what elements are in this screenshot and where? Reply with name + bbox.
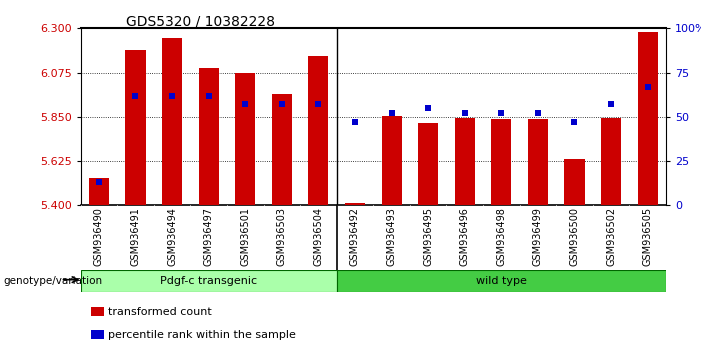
Bar [125, 50, 146, 205]
Point [166, 93, 177, 98]
Point [569, 119, 580, 125]
Point [496, 110, 507, 116]
Point [606, 102, 617, 107]
Bar [455, 118, 475, 205]
Text: GSM936505: GSM936505 [643, 207, 653, 267]
Bar [491, 119, 512, 205]
Bar [345, 203, 365, 205]
Text: percentile rank within the sample: percentile rank within the sample [108, 330, 296, 339]
Point [349, 119, 360, 125]
Text: GSM936500: GSM936500 [569, 207, 580, 266]
Bar [89, 178, 109, 205]
Text: wild type: wild type [476, 276, 526, 286]
Text: GSM936492: GSM936492 [350, 207, 360, 266]
Point [276, 102, 287, 107]
Text: GSM936498: GSM936498 [496, 207, 506, 266]
Text: GSM936491: GSM936491 [130, 207, 140, 266]
Point [203, 93, 215, 98]
Point [642, 84, 653, 90]
Point [313, 102, 324, 107]
Text: transformed count: transformed count [108, 307, 212, 316]
Bar [564, 159, 585, 205]
Text: GSM936496: GSM936496 [460, 207, 470, 266]
Point [93, 179, 104, 185]
Point [532, 110, 543, 116]
FancyBboxPatch shape [336, 270, 666, 292]
Text: GSM936503: GSM936503 [277, 207, 287, 266]
FancyBboxPatch shape [81, 270, 336, 292]
Text: GSM936501: GSM936501 [240, 207, 250, 266]
Text: GSM936502: GSM936502 [606, 207, 616, 267]
Text: Pdgf-c transgenic: Pdgf-c transgenic [160, 276, 257, 286]
Point [459, 110, 470, 116]
Bar [528, 119, 548, 205]
Text: genotype/variation: genotype/variation [4, 276, 102, 286]
Text: GSM936490: GSM936490 [94, 207, 104, 266]
Point [386, 110, 397, 116]
Bar [418, 123, 438, 205]
Text: GSM936493: GSM936493 [386, 207, 397, 266]
Bar [235, 73, 255, 205]
Bar [381, 116, 402, 205]
Text: GSM936497: GSM936497 [204, 207, 214, 266]
Bar [272, 94, 292, 205]
Text: GDS5320 / 10382228: GDS5320 / 10382228 [126, 14, 275, 28]
Bar [198, 68, 219, 205]
Bar [601, 118, 621, 205]
Point [130, 93, 141, 98]
Bar [638, 32, 658, 205]
Text: GSM936494: GSM936494 [167, 207, 177, 266]
Text: GSM936495: GSM936495 [423, 207, 433, 266]
Point [240, 102, 251, 107]
Bar [162, 38, 182, 205]
Text: GSM936504: GSM936504 [313, 207, 323, 266]
Point [423, 105, 434, 111]
Bar [308, 56, 329, 205]
Text: GSM936499: GSM936499 [533, 207, 543, 266]
